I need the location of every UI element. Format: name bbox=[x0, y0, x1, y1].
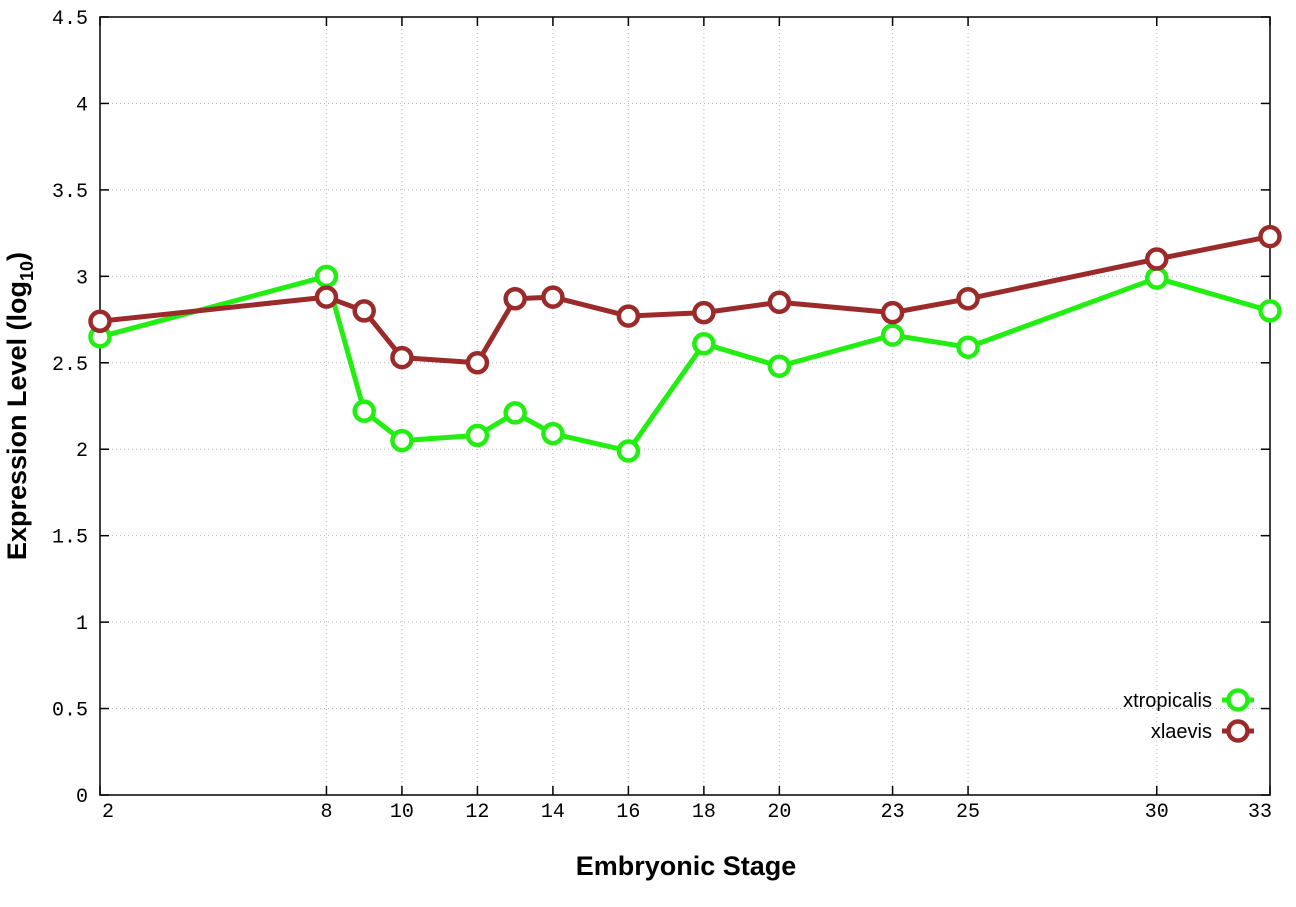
data-point-xlaevis bbox=[465, 351, 490, 375]
data-point-xtropicalis bbox=[541, 421, 565, 446]
legend-label: xtropicalis bbox=[1123, 690, 1212, 712]
x-tick-label: 8 bbox=[320, 801, 332, 824]
legend: xtropicalis xlaevis bbox=[1123, 688, 1254, 743]
y-tick-label: 2 bbox=[76, 440, 88, 463]
y-tick-label: 2.5 bbox=[52, 354, 88, 377]
grid-lines bbox=[100, 17, 1270, 795]
y-tick-label: 1.5 bbox=[52, 527, 88, 550]
x-tick-label: 23 bbox=[881, 801, 905, 824]
x-tick-label: 25 bbox=[956, 801, 980, 824]
y-axis-title: Expression Level (log10) bbox=[2, 252, 37, 560]
legend-marker-swatch bbox=[1226, 688, 1250, 712]
x-tick-label: 16 bbox=[616, 801, 640, 824]
x-tick-label: 30 bbox=[1145, 801, 1169, 824]
data-point-xlaevis bbox=[616, 304, 641, 328]
data-point-xlaevis bbox=[1258, 224, 1282, 249]
x-tick-label: 33 bbox=[1248, 801, 1272, 824]
data-point-xlaevis bbox=[767, 290, 792, 315]
y-tick-label: 4.5 bbox=[52, 8, 88, 31]
y-axis-tick-labels: 0 0.5 1 1.5 2 2.5 3 3.5 4 4.5 bbox=[52, 8, 88, 809]
data-point-xtropicalis bbox=[767, 354, 792, 378]
data-point-xlaevis bbox=[956, 287, 980, 311]
data-point-xtropicalis bbox=[465, 423, 490, 448]
data-point-xlaevis bbox=[390, 345, 414, 370]
data-point-xlaevis bbox=[692, 300, 716, 325]
y-tick-label: 1 bbox=[76, 613, 88, 636]
data-point-xtropicalis bbox=[390, 428, 414, 453]
series-xtropicalis bbox=[88, 264, 1282, 463]
data-point-xlaevis bbox=[880, 300, 905, 325]
y-axis-title-close: ) bbox=[2, 252, 32, 261]
series-lines bbox=[88, 224, 1282, 463]
data-point-xtropicalis bbox=[314, 264, 339, 289]
y-axis-title-main: Expression Level (log bbox=[2, 281, 32, 560]
y-tick-label: 3.5 bbox=[52, 181, 88, 204]
data-point-xlaevis bbox=[88, 309, 112, 334]
series-xlaevis bbox=[88, 224, 1282, 375]
data-point-xtropicalis bbox=[956, 335, 980, 359]
x-tick-label: 18 bbox=[692, 801, 716, 824]
data-point-xlaevis bbox=[352, 299, 376, 323]
x-tick-label: 14 bbox=[541, 801, 565, 824]
x-axis-title: Embryonic Stage bbox=[576, 851, 797, 881]
legend-item-xlaevis: xlaevis bbox=[1151, 719, 1254, 743]
data-point-xtropicalis bbox=[352, 399, 376, 423]
data-point-xlaevis bbox=[1145, 247, 1169, 271]
data-point-xtropicalis bbox=[1258, 299, 1282, 323]
x-tick-label: 12 bbox=[465, 801, 489, 824]
plot-frame bbox=[99, 16, 1271, 796]
y-tick-label: 0.5 bbox=[52, 700, 88, 723]
y-tick-label: 0 bbox=[76, 786, 88, 809]
data-point-xtropicalis bbox=[616, 439, 641, 463]
x-tick-label: 2 bbox=[102, 801, 114, 824]
axis-ticks bbox=[99, 16, 1271, 796]
y-tick-label: 4 bbox=[76, 94, 88, 117]
legend-marker-swatch bbox=[1226, 719, 1250, 743]
y-tick-label: 3 bbox=[76, 267, 88, 290]
data-point-xlaevis bbox=[503, 287, 527, 311]
legend-item-xtropicalis: xtropicalis bbox=[1123, 688, 1254, 712]
data-point-xlaevis bbox=[541, 285, 565, 309]
legend-label: xlaevis bbox=[1151, 721, 1212, 743]
x-axis-tick-labels: 2 8 10 12 14 16 18 20 23 25 30 33 bbox=[102, 801, 1272, 824]
x-tick-label: 10 bbox=[390, 801, 414, 824]
data-point-xtropicalis bbox=[692, 332, 716, 356]
data-point-xlaevis bbox=[314, 285, 339, 309]
data-point-xtropicalis bbox=[1145, 266, 1169, 290]
data-point-xtropicalis bbox=[880, 323, 905, 347]
x-tick-label: 20 bbox=[767, 801, 791, 824]
y-axis-title-subscript: 10 bbox=[17, 261, 37, 281]
data-point-xtropicalis bbox=[503, 401, 527, 425]
